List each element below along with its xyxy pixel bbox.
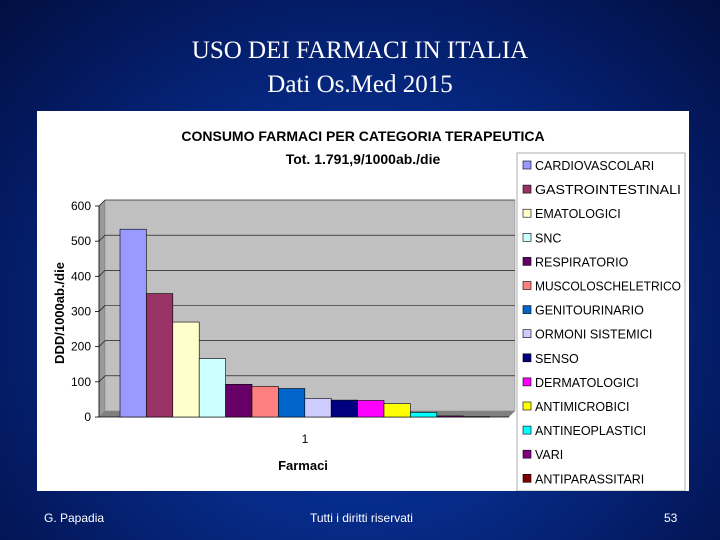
y-tick-label: 400	[71, 269, 91, 283]
bar-respiratorio	[225, 383, 253, 418]
legend-swatch	[522, 208, 532, 218]
legend-label: EMATOLOGICI	[535, 207, 621, 221]
footer-author: G. Papadia	[44, 511, 105, 525]
y-tick-label: 300	[71, 305, 91, 319]
bar-genitourinario	[278, 388, 306, 418]
chart-title: CONSUMO FARMACI PER CATEGORIA TERAPEUTIC…	[181, 128, 544, 144]
legend-swatch	[522, 353, 532, 363]
legend-label: ORMONI SISTEMICI	[535, 328, 652, 342]
legend-label: VARI	[535, 448, 563, 462]
bar-antimicrobici	[383, 403, 411, 418]
legend-label: GENITOURINARIO	[535, 304, 644, 318]
gridline-side	[98, 340, 106, 347]
legend-label: CARDIOVASCOLARI	[535, 159, 654, 173]
slide-title: USO DEI FARMACI IN ITALIA Dati Os.Med 20…	[0, 34, 720, 102]
x-tick-label: 1	[302, 432, 309, 446]
legend-label: SNC	[535, 231, 561, 245]
bar-ematologici	[172, 321, 200, 418]
footer-page-number: 53	[664, 511, 678, 525]
bar-senso	[330, 399, 358, 418]
legend-swatch	[522, 401, 532, 411]
y-tick-label: 0	[84, 410, 91, 424]
bar-snc	[198, 358, 226, 418]
legend-label: DERMATOLOGICI	[535, 376, 639, 390]
x-axis-label: Farmaci	[278, 458, 328, 473]
y-tick-label: 500	[71, 234, 91, 248]
bar-muscoloscheletrico	[251, 386, 279, 418]
bar-cardiovascolari	[119, 228, 147, 418]
bar-dermatologici	[357, 400, 385, 418]
legend-label: RESPIRATORIO	[535, 255, 629, 269]
legend-label: MUSCOLOSCHELETRICO	[535, 280, 681, 294]
legend-label: GASTROINTESTINALI	[535, 183, 681, 197]
gridline-side	[98, 234, 106, 242]
bar-antineoplastici	[410, 412, 438, 418]
legend-swatch	[522, 473, 532, 483]
gridline-side	[98, 305, 106, 312]
legend-label: SENSO	[535, 352, 579, 366]
legend-label: ANTIMICROBICI	[535, 400, 629, 414]
legend-swatch	[522, 425, 532, 435]
footer-rights: Tutti i diritti riservati	[310, 511, 413, 525]
bar-gastrointestinali	[146, 293, 174, 418]
legend-swatch	[522, 281, 532, 290]
legend-swatch	[522, 329, 532, 338]
gridline-side	[98, 375, 106, 383]
bar-chart: CONSUMO FARMACI PER CATEGORIA TERAPEUTIC…	[52, 128, 686, 491]
legend-swatch	[522, 377, 532, 387]
gridline-side	[98, 270, 106, 277]
chart-panel: CONSUMO FARMACI PER CATEGORIA TERAPEUTIC…	[37, 111, 689, 491]
legend-label: ANTIPARASSITARI	[535, 472, 644, 486]
bar-vari	[436, 415, 464, 418]
chart-subtitle: Tot. 1.791,9/1000ab./die	[286, 151, 441, 167]
legend-box	[516, 152, 686, 491]
legend-swatch	[522, 160, 532, 170]
legend-swatch	[522, 257, 532, 266]
bar-antiparassitari	[462, 416, 490, 418]
legend-swatch	[522, 184, 532, 194]
legend-swatch	[522, 233, 532, 242]
y-axis-label: DDD/1000ab./die	[52, 262, 67, 364]
y-tick-label: 600	[71, 199, 91, 213]
bar-ormoni sistemici	[304, 398, 332, 418]
legend-label: ANTINEOPLASTICI	[535, 424, 646, 438]
slide-title-line1: USO DEI FARMACI IN ITALIA	[191, 37, 529, 64]
y-tick-label: 100	[71, 375, 91, 389]
gridline-side	[98, 199, 106, 207]
legend-swatch	[522, 305, 532, 314]
slide-title-line2: Dati Os.Med 2015	[267, 71, 453, 98]
y-tick-label: 200	[71, 340, 91, 354]
legend-swatch	[522, 449, 532, 459]
